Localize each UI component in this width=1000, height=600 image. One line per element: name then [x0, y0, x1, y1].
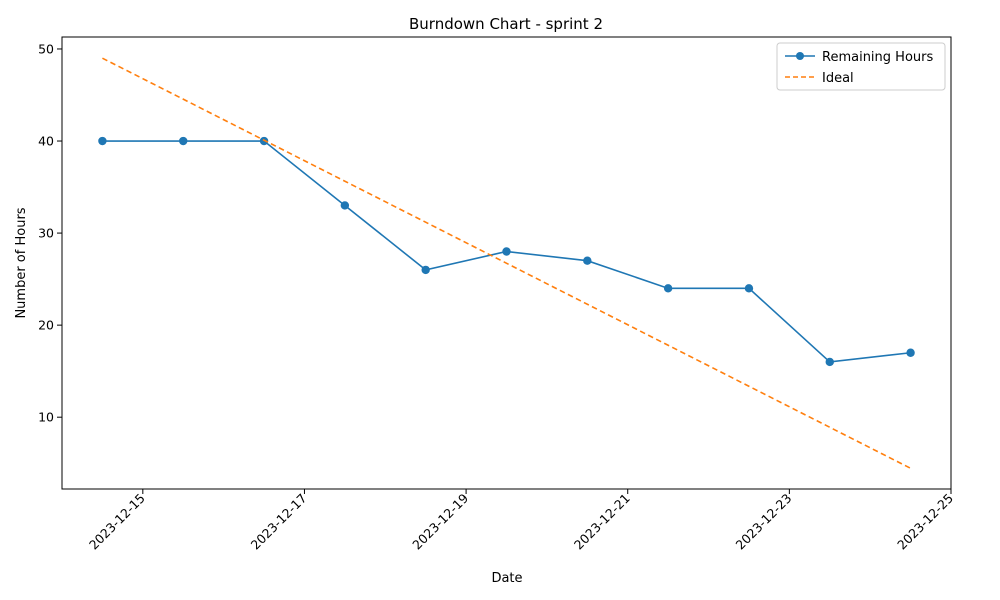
plot-area-frame	[61, 36, 952, 490]
remaining-hours-point	[340, 201, 350, 210]
remaining-hours-point	[502, 247, 511, 256]
legend-ideal-label: Ideal	[822, 71, 854, 86]
remaining-hours-point	[179, 136, 188, 146]
y-axis-label: Number of Hours	[14, 207, 29, 318]
remaining-hours-point	[744, 284, 754, 293]
x-tick-label: 2023-12-25	[894, 491, 956, 553]
x-tick-label: 2023-12-23	[733, 491, 795, 553]
legend-remaining-marker	[796, 52, 804, 60]
y-tick-label: 40	[38, 134, 54, 149]
y-tick-label: 10	[38, 410, 54, 425]
y-tick-label: 20	[38, 318, 54, 333]
remaining-hours-point	[906, 348, 915, 357]
y-axis: 10 20 30 40 50	[38, 41, 62, 425]
x-tick-label: 2023-12-15	[86, 491, 148, 553]
remaining-hours-point	[98, 136, 107, 146]
legend-frame	[776, 42, 946, 91]
remaining-hours-point	[583, 256, 592, 265]
ideal-line	[102, 57, 911, 470]
remaining-hours-point	[825, 357, 834, 367]
y-tick-label: 50	[38, 41, 54, 56]
x-tick-label: 2023-12-21	[571, 491, 633, 553]
x-tick-label: 2023-12-19	[409, 490, 471, 552]
series-layer	[98, 57, 915, 470]
y-tick-label: 30	[38, 226, 54, 241]
chart-title: Burndown Chart - sprint 2	[409, 15, 603, 33]
x-tick-label: 2023-12-17	[248, 491, 310, 553]
x-axis-label: Date	[491, 571, 522, 586]
legend: Remaining Hours Ideal	[776, 42, 946, 91]
x-axis: 2023-12-15 2023-12-17 2023-12-19 2023-12-21…	[86, 489, 956, 552]
remaining-hours-point	[421, 265, 430, 275]
legend-remaining-label: Remaining Hours	[822, 50, 933, 65]
remaining-hours-point	[663, 284, 673, 293]
